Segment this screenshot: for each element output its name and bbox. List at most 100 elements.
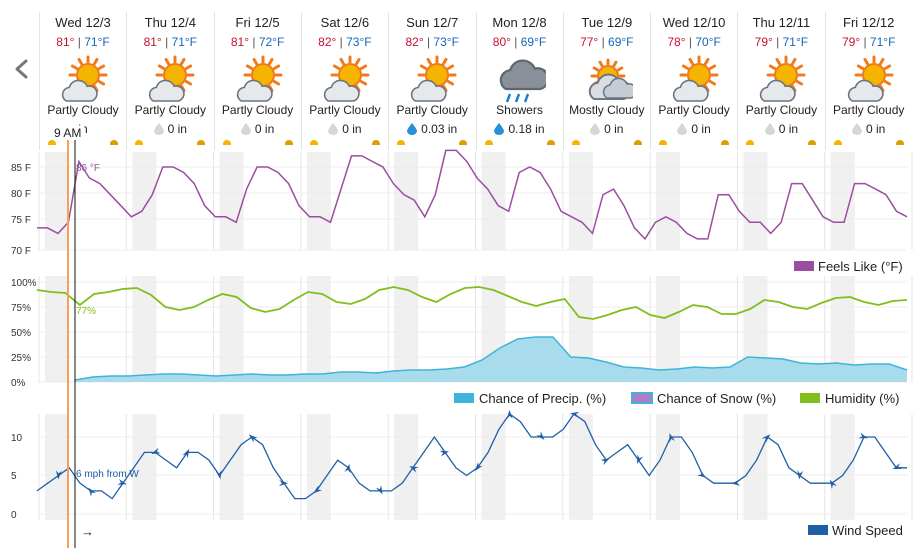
legend-swatch-snow	[631, 392, 653, 404]
day-temperatures: 81° | 71°F	[56, 35, 110, 49]
low-temp: 69°F	[608, 35, 634, 49]
night-band	[132, 414, 157, 520]
precip-amount: 0 in	[254, 122, 275, 136]
night-band	[219, 276, 244, 382]
wind-direction-arrow-icon	[248, 434, 258, 443]
night-band	[656, 152, 681, 250]
sunset-icon	[284, 140, 293, 145]
previous-days-button[interactable]	[8, 52, 34, 86]
high-temp: 79°	[841, 35, 861, 49]
sunset-icon	[895, 140, 904, 145]
wind-direction-arrow-icon	[182, 448, 190, 459]
y-tick-label: 0	[11, 510, 17, 521]
high-temp: 81°	[56, 35, 75, 49]
partly-cloudy-sun-icon	[59, 54, 109, 104]
sunset-icon	[633, 140, 642, 145]
precip-amount: 0.18 in	[508, 122, 545, 136]
sun-times-row	[738, 140, 824, 148]
night-band	[306, 414, 331, 520]
day-precip: 0 in	[651, 122, 737, 136]
night-band	[45, 414, 69, 520]
low-temp: 71°F	[171, 35, 198, 49]
day-condition: Showers	[496, 103, 543, 117]
day-date: Sat 12/6	[320, 15, 370, 30]
day-temperatures: 79° | 71°F	[754, 35, 809, 49]
legend-label-wind[interactable]: Wind Speed	[832, 523, 903, 538]
day-column[interactable]: Sat 12/6 82° | 73°F Partly Cloudy 0 in	[300, 12, 388, 150]
sunset-icon	[721, 140, 730, 145]
day-column[interactable]: Fri 12/12 79° | 71°F Partly Cloudy 0 in	[824, 12, 912, 150]
chevron-left-icon	[15, 59, 28, 79]
low-temp: 73°F	[433, 35, 459, 49]
wind-direction-arrow-icon	[761, 434, 771, 443]
sunrise-icon	[48, 140, 56, 145]
day-column[interactable]: Fri 12/5 81° | 72°F Partly Cloudy 0 in	[213, 12, 301, 150]
sunrise-icon	[571, 140, 580, 145]
wind-speed-line	[36, 412, 907, 500]
day-column[interactable]: Thu 12/4 81° | 71°F Partly Cloudy 0 in	[126, 12, 213, 150]
raindrop-icon	[153, 122, 168, 136]
wind-direction-arrow-icon	[474, 462, 483, 471]
wind-direction-arrow-icon	[55, 470, 62, 480]
day-date: Fri 12/12	[843, 15, 895, 30]
wind-direction-arrow-icon	[506, 409, 513, 420]
legend-label-humidity[interactable]: Humidity (%)	[825, 391, 899, 406]
wind-direction-arrow-icon	[731, 479, 741, 486]
night-band	[830, 152, 855, 250]
night-band	[394, 276, 419, 382]
sun-times-row	[651, 140, 737, 148]
day-precip: 0 in	[215, 122, 301, 136]
wind-direction-arrow-icon	[637, 454, 644, 464]
day-condition: Mostly Cloudy	[569, 103, 645, 117]
partly-cloudy-sun-icon	[408, 54, 458, 104]
y-tick-label: 25%	[11, 353, 31, 364]
day-condition: Partly Cloudy	[221, 103, 294, 117]
day-column[interactable]: Mon 12/8 80° | 69°F Showers 0.18 in	[475, 12, 563, 150]
day-date: Tue 12/9	[581, 15, 633, 30]
y-tick-label: 5	[11, 471, 17, 482]
wind-direction-arrow-icon	[278, 480, 288, 487]
day-condition: Partly Cloudy	[745, 103, 818, 117]
scroll-right-arrow-icon[interactable]: →	[81, 524, 94, 539]
raindrop-icon	[852, 122, 866, 136]
wind-readout: 6 mph from W	[76, 469, 139, 480]
legend-swatch-feels-like	[794, 261, 814, 271]
legend-label-feels-like[interactable]: Feels Like (°F)	[818, 259, 903, 274]
high-temp: 81°	[143, 35, 162, 49]
day-temperatures: 79° | 71°F	[841, 35, 896, 49]
day-temperatures: 81° | 71°F	[143, 35, 198, 49]
y-tick-label: 75 F	[11, 215, 31, 226]
sun-times-row	[40, 140, 126, 148]
legend-swatch-precip	[454, 393, 474, 403]
day-condition: Partly Cloudy	[396, 103, 468, 117]
day-column[interactable]: Wed 12/10 78° | 70°F Partly Cloudy 0 in	[650, 12, 737, 150]
precip-amount: 0 in	[604, 122, 624, 136]
sunset-icon	[808, 140, 817, 145]
raindrop-icon	[407, 122, 421, 136]
sunrise-icon	[309, 140, 318, 145]
day-date: Sun 12/7	[406, 15, 459, 30]
day-date: Wed 12/3	[55, 15, 111, 30]
y-tick-label: 50%	[11, 328, 31, 339]
partly-cloudy-sun-icon	[321, 54, 371, 104]
sunset-icon	[197, 140, 206, 145]
day-column[interactable]: Tue 12/9 77° | 69°F Mostly Cloudy 0 in	[562, 12, 650, 150]
legend-label-snow[interactable]: Chance of Snow (%)	[657, 391, 776, 406]
night-band	[743, 414, 768, 520]
sun-times-row	[389, 140, 475, 148]
wind-direction-arrow-icon	[669, 433, 676, 443]
legend-label-precip[interactable]: Chance of Precip. (%)	[479, 391, 606, 406]
day-column[interactable]: Wed 12/3 81° | 71°F Partly Cloudy in	[39, 12, 126, 150]
day-temperatures: 78° | 70°F	[667, 35, 721, 49]
wind-direction-arrow-icon	[88, 487, 97, 497]
night-band	[656, 414, 681, 520]
y-tick-label: 70 F	[11, 246, 31, 257]
low-temp: 71°F	[869, 35, 896, 49]
day-precip: 0 in	[127, 122, 213, 136]
day-column[interactable]: Sun 12/7 82° | 73°F Partly Cloudy 0.03 i…	[388, 12, 475, 150]
night-band	[743, 152, 768, 250]
day-column[interactable]: Thu 12/11 79° | 71°F Partly Cloudy 0 in	[737, 12, 824, 150]
night-band	[481, 152, 506, 250]
high-temp: 80°	[492, 35, 511, 49]
